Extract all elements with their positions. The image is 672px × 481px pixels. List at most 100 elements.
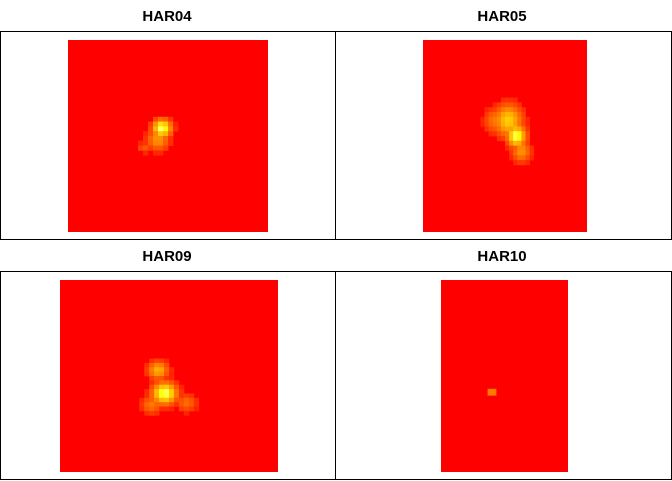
heatmap-cell [168, 140, 174, 146]
heatmap-cell [149, 393, 155, 399]
heatmap-cell [525, 150, 530, 156]
heatmap-cell [153, 136, 159, 142]
heatmap-cell [183, 410, 190, 416]
heatmap-cell [164, 358, 170, 364]
heatmap-cell [159, 380, 165, 386]
heatmap-cell [513, 112, 518, 118]
heatmap-cell [500, 121, 506, 127]
heatmap-cell [144, 371, 150, 377]
heatmap-cell [525, 131, 530, 137]
heatmap-cell [164, 384, 170, 390]
heatmap-cell [509, 131, 514, 137]
heatmap-cell [154, 393, 160, 399]
heatmap-cell [500, 102, 506, 108]
heatmap-cell [484, 107, 489, 113]
heatmap-cell [500, 136, 506, 142]
heatmap-cell [169, 402, 175, 407]
heatmap-cell [153, 121, 159, 127]
heatmap-cell [480, 121, 485, 127]
heatmap-cell [492, 131, 498, 137]
heatmap-cell [496, 112, 502, 118]
heatmap-cell [169, 393, 175, 399]
heatmap-cell [488, 107, 494, 113]
heatmap-raster [441, 280, 568, 472]
heatmap-cell [525, 126, 530, 132]
heatmap-cell [154, 358, 160, 364]
heatmap-cell [496, 126, 502, 132]
heatmap-cell [153, 150, 159, 156]
heatmap-cell [484, 112, 489, 118]
heatmap-cell [159, 393, 165, 399]
heatmap-cell [505, 140, 510, 146]
heatmap-cell [496, 121, 502, 127]
heatmap-cell [492, 116, 498, 122]
heatmap-cell [159, 397, 165, 403]
heatmap-cell [159, 376, 165, 381]
heatmap-cell [154, 410, 160, 416]
heatmap-cell [178, 397, 185, 403]
heatmap-cell [521, 155, 526, 161]
heatmap-cell [521, 160, 526, 166]
heatmap-cell [488, 126, 494, 132]
heatmap-cell [159, 371, 165, 377]
heatmap-cell [154, 362, 160, 368]
heatmap-cell [168, 116, 174, 122]
heatmap-cell [488, 116, 494, 122]
heatmap-cell [149, 367, 155, 373]
heatmap-cell [144, 367, 150, 373]
heatmap-cell [529, 155, 535, 161]
panel-title-har04: HAR04 [142, 8, 192, 25]
heatmap-cell [139, 397, 145, 403]
heatmap-cell [148, 145, 154, 151]
heatmap-cell [491, 388, 497, 396]
heatmap-cell [193, 406, 200, 412]
heatmap-cell [521, 136, 526, 142]
heatmap-cell [484, 121, 489, 127]
heatmap-cell [509, 145, 514, 151]
heatmap-cell [509, 121, 514, 127]
heatmap-cell [193, 402, 200, 407]
heatmap-cell [139, 406, 145, 412]
heatmap-cell [164, 362, 170, 368]
heatmap-cell [163, 136, 169, 142]
heatmap-cell [154, 389, 160, 394]
heatmap-cell [178, 402, 185, 407]
heatmap-cell [164, 393, 170, 399]
heatmap-cell [149, 389, 155, 394]
heatmap-cell [138, 145, 144, 151]
heatmap-cell [144, 410, 150, 416]
heatmap-cell [188, 393, 195, 399]
heatmap-cell [173, 380, 180, 386]
heatmap-cell [158, 140, 164, 146]
heatmap-cell [178, 406, 185, 412]
heatmap-cell [164, 376, 170, 381]
heatmap-cell [509, 97, 514, 103]
heatmap-cell [517, 112, 522, 118]
heatmap-cell [144, 393, 150, 399]
heatmap-cell [517, 107, 522, 113]
heatmap-cell [529, 150, 535, 156]
heatmap-cell [525, 140, 530, 146]
heatmap-cell [154, 376, 160, 381]
heatmap-cell [149, 376, 155, 381]
heatmap-cell [525, 121, 530, 127]
heatmap-cell [173, 402, 180, 407]
heatmap-cell [513, 102, 518, 108]
heatmap-cell [509, 126, 514, 132]
heatmap-cell [492, 121, 498, 127]
heatmap-cell [513, 136, 518, 142]
heatmap-cell [159, 362, 165, 368]
heatmap-cell [173, 393, 180, 399]
heatmap-cell [525, 145, 530, 151]
panel-title-har10: HAR10 [477, 248, 527, 265]
heatmap-cell [154, 406, 160, 412]
heatmap-cell [513, 160, 518, 166]
heatmap-cell [154, 384, 160, 390]
heatmap-cell [144, 402, 150, 407]
heatmap-cell [159, 406, 165, 412]
heatmap-cell [154, 367, 160, 373]
heatmap-svg-har10 [441, 280, 568, 472]
heatmap-cell [173, 389, 180, 394]
heatmap-cell [143, 150, 149, 156]
heatmap-cell [521, 107, 526, 113]
